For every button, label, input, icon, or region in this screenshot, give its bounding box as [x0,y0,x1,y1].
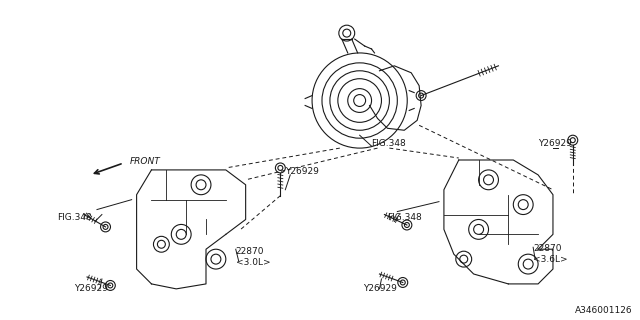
Text: FIG.348: FIG.348 [372,139,406,148]
Text: A346001126: A346001126 [575,306,632,315]
Text: 22870
<3.6L>: 22870 <3.6L> [533,244,568,264]
Text: Y26929: Y26929 [285,167,319,176]
Text: FRONT: FRONT [130,157,161,166]
Text: Y26929: Y26929 [538,139,572,148]
Text: Y26929: Y26929 [74,284,108,293]
Text: FIG.348: FIG.348 [387,213,422,222]
Text: FIG.348: FIG.348 [58,213,92,222]
Text: 22870
<3.0L>: 22870 <3.0L> [236,247,270,267]
Text: Y26929: Y26929 [363,284,397,293]
